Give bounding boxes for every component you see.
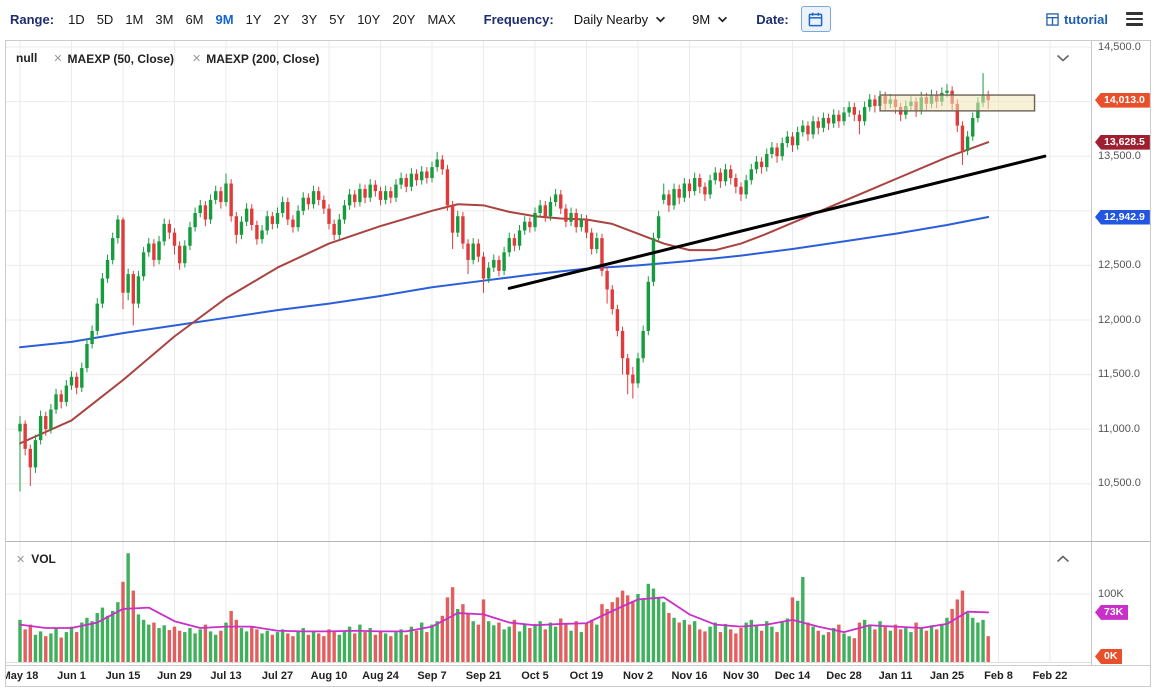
price-axis-label: 11,500.0: [1098, 368, 1141, 381]
tutorial-link[interactable]: tutorial: [1046, 12, 1108, 27]
volume-pane: ✕ VOL 100K 73K 0K: [6, 541, 1150, 665]
time-axis-label: Jun 29: [157, 670, 192, 682]
range-option-20y[interactable]: 20Y: [392, 11, 416, 27]
calendar-icon: [808, 12, 823, 26]
chevron-up-icon: [1056, 555, 1070, 563]
ma50-value-badge: 13,628.5: [1095, 134, 1150, 150]
last-price-badge: 14,013.0: [1095, 92, 1150, 108]
range-option-5y[interactable]: 5Y: [329, 11, 346, 27]
volume-chart-canvas[interactable]: [6, 542, 1150, 665]
chevron-down-icon: [718, 16, 728, 22]
chevron-down-icon: [656, 16, 666, 22]
hamburger-icon: [1126, 12, 1143, 15]
time-axis-label: Feb 22: [1032, 670, 1068, 682]
frequency-select[interactable]: Daily Nearby: [574, 12, 666, 27]
time-axis-label: Dec 28: [826, 670, 862, 682]
time-axis-label: Nov 2: [623, 670, 653, 682]
volume-legend-label: VOL: [31, 552, 56, 566]
chart-legend: null ✕ MAEXP (50, Close) ✕ MAEXP (200, Clos…: [16, 51, 337, 66]
volume-legend: ✕ VOL: [16, 552, 56, 566]
time-axis-label: Sep 7: [417, 670, 447, 682]
frequency-label: Frequency:: [483, 11, 554, 27]
time-axis[interactable]: May 18 Jun 1 Jun 15 Jun 29 Jul 13 Jul 27 Aug 1…: [5, 665, 1150, 686]
price-axis-label: 13,500.0: [1098, 149, 1141, 162]
volume-pane-collapse-button[interactable]: [1054, 552, 1072, 566]
time-axis-label: Sep 21: [465, 670, 502, 682]
range-option-10y[interactable]: 10Y: [357, 11, 381, 27]
tutorial-icon: [1046, 12, 1059, 26]
time-axis-label: Oct 5: [521, 670, 549, 682]
price-pane: null ✕ MAEXP (50, Close) ✕ MAEXP (200, Clos…: [6, 41, 1150, 541]
time-axis-label: Nov 16: [671, 670, 708, 682]
symbol-label: null: [16, 51, 38, 66]
range-option-max[interactable]: MAX: [427, 11, 456, 27]
price-axis-label: 10,500.0: [1098, 477, 1141, 490]
study-close-icon[interactable]: ✕: [192, 53, 202, 65]
volume-ma-badge: 73K: [1095, 604, 1129, 620]
tutorial-label: tutorial: [1063, 11, 1108, 27]
chevron-down-icon: [1056, 54, 1070, 62]
time-axis-label: Jan 25: [929, 670, 965, 682]
range-label: Range:: [10, 11, 55, 27]
volume-close-icon[interactable]: ✕: [16, 553, 26, 566]
range-option-2y[interactable]: 2Y: [273, 11, 290, 27]
range-option-9m[interactable]: 9M: [215, 11, 234, 27]
range-option-3y[interactable]: 3Y: [301, 11, 318, 27]
calendar-button[interactable]: [800, 6, 831, 32]
ma200-value-badge: 12,942.9: [1095, 209, 1150, 225]
menu-button[interactable]: [1124, 10, 1145, 28]
study-list: ✕ MAEXP (50, Close) ✕ MAEXP (200, Close): [53, 51, 337, 66]
price-chart-canvas[interactable]: [6, 41, 1150, 541]
price-axis-label: 12,500.0: [1098, 258, 1141, 271]
time-axis-label: Aug 10: [310, 670, 348, 682]
price-pane-collapse-button[interactable]: [1054, 51, 1072, 65]
study-label: MAEXP (200, Close): [206, 51, 320, 66]
time-axis-label: Dec 14: [774, 670, 811, 682]
range-option-3m[interactable]: 3M: [155, 11, 174, 27]
range-option-1m[interactable]: 1M: [125, 11, 144, 27]
period-value: 9M: [692, 11, 711, 27]
range-options: 1D 5D 1M 3M 6M 9M 1Y 2Y 3Y 5Y 10Y 20Y MAX: [62, 12, 462, 27]
study-close-icon[interactable]: ✕: [53, 53, 63, 65]
range-option-6m[interactable]: 6M: [185, 11, 204, 27]
time-axis-label: Aug 24: [362, 670, 399, 682]
price-axis-label: 11,000.0: [1098, 422, 1141, 435]
volume-axis-label: 100K: [1098, 588, 1124, 600]
time-axis-label: Jan 11: [878, 670, 913, 682]
frequency-value: Daily Nearby: [573, 11, 649, 27]
time-axis-label: Jun 15: [105, 670, 141, 682]
price-axis-label: 12,000.0: [1098, 313, 1141, 326]
toolbar: Range: 1D 5D 1M 3M 6M 9M 1Y 2Y 3Y 5Y 10Y 20Y MAX Fre…: [0, 0, 1155, 38]
chart-area: null ✕ MAEXP (50, Close) ✕ MAEXP (200, Clos…: [5, 40, 1151, 687]
range-option-1d[interactable]: 1D: [68, 11, 85, 27]
time-axis-label: Jul 27: [261, 670, 294, 682]
range-option-5d[interactable]: 5D: [96, 11, 114, 27]
period-select[interactable]: 9M: [692, 12, 728, 27]
volume-last-badge: 0K: [1095, 649, 1123, 664]
time-axis-label: Oct 19: [569, 670, 604, 682]
time-axis-label: Jul 13: [210, 670, 242, 682]
time-axis-label: Nov 30: [722, 670, 760, 682]
price-axis-label: 14,500.0: [1098, 40, 1141, 53]
range-option-1y[interactable]: 1Y: [245, 11, 262, 27]
time-axis-label: May 18: [5, 670, 39, 682]
time-axis-label: Feb 8: [984, 670, 1013, 682]
time-axis-label: Jun 1: [57, 670, 86, 682]
date-label: Date:: [756, 11, 789, 27]
study-label: MAEXP (50, Close): [67, 51, 175, 66]
